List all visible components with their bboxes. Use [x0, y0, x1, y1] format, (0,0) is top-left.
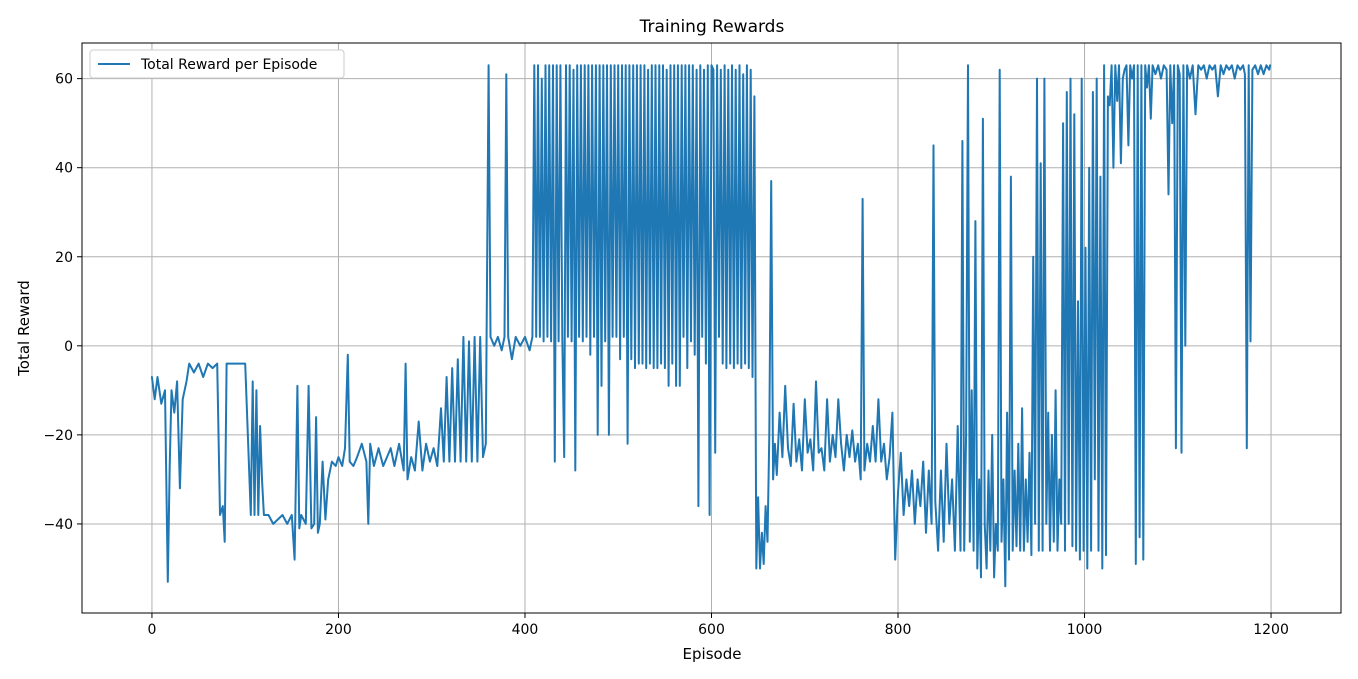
y-tick-label: 20: [55, 250, 73, 266]
x-tick-label: 0: [147, 622, 156, 638]
y-tick-label: 40: [55, 161, 73, 177]
series-layer: [150, 64, 1272, 588]
y-tick-label: 60: [55, 72, 73, 88]
chart-title: Training Rewards: [639, 17, 785, 37]
x-axis-title: Episode: [683, 645, 742, 663]
y-tick-label: −40: [43, 517, 73, 533]
y-tick-label: 0: [64, 339, 73, 355]
legend: Total Reward per Episode: [89, 49, 345, 79]
x-tick-label: 800: [885, 622, 912, 638]
x-tick-label: 400: [512, 622, 539, 638]
x-axis-ticks: 0 200 400 600 800 1000 1200: [147, 613, 1289, 638]
series-line-total-reward: [150, 64, 1272, 588]
y-axis-title: Total Reward: [15, 280, 33, 377]
x-tick-label: 1000: [1067, 622, 1103, 638]
y-tick-label: −20: [43, 428, 73, 444]
legend-box: [89, 49, 345, 79]
y-axis-ticks: −40 −20 0 20 40 60: [43, 72, 82, 533]
x-tick-label: 1200: [1253, 622, 1289, 638]
x-tick-label: 200: [325, 622, 352, 638]
legend-label: Total Reward per Episode: [140, 57, 317, 73]
x-tick-label: 600: [698, 622, 725, 638]
